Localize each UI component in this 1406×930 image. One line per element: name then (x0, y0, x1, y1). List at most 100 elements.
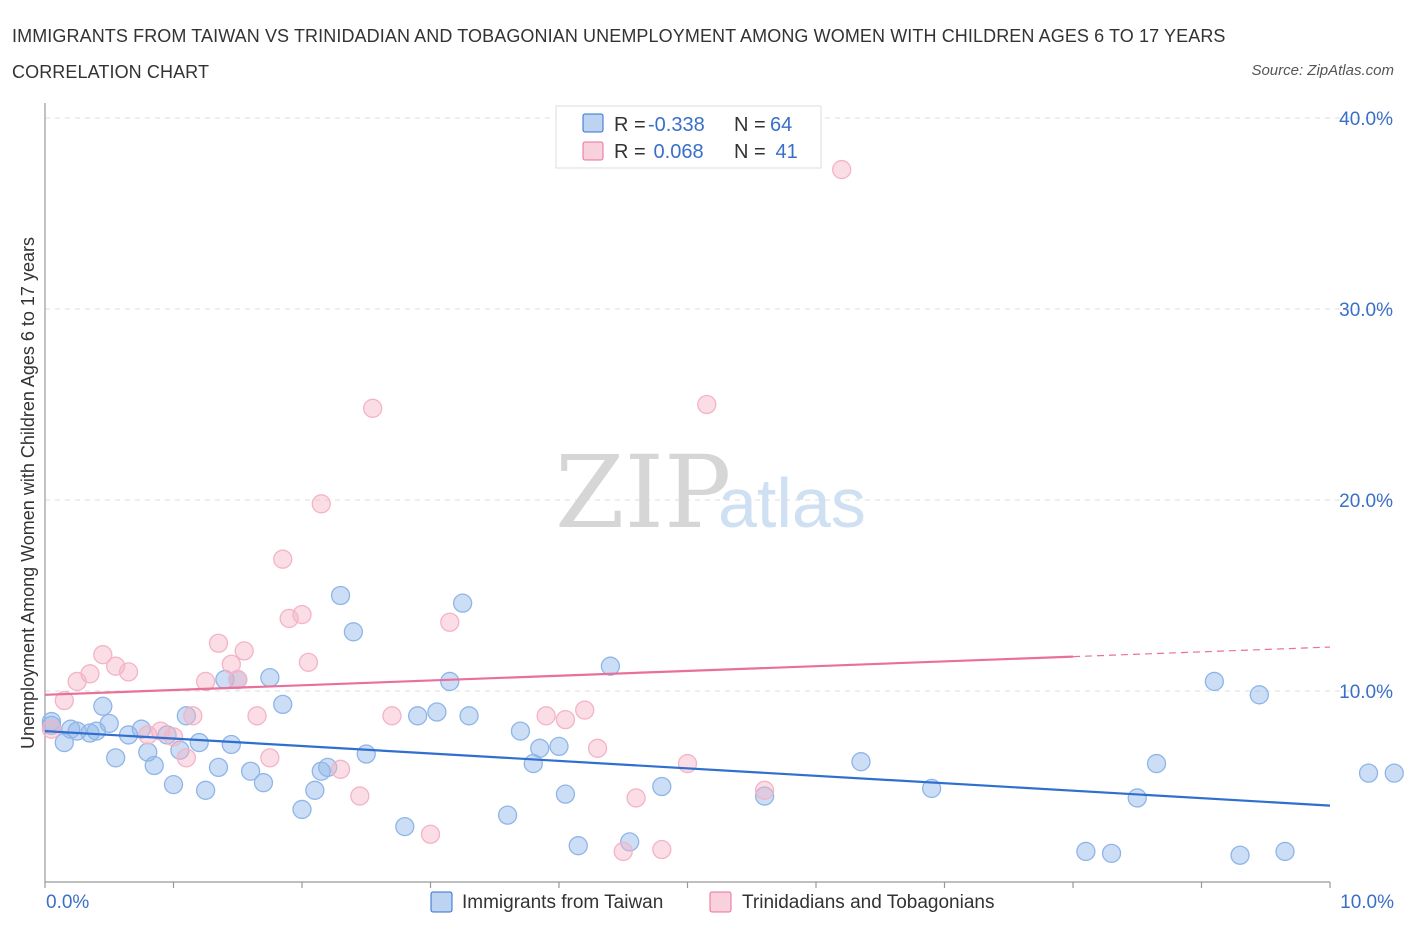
watermark-zip: ZIP (555, 434, 731, 551)
trendline-0 (44, 730, 1331, 807)
x-tick-label-max: 10.0% (1340, 892, 1394, 913)
point-1-4 (93, 645, 113, 665)
point-0-48 (620, 832, 640, 852)
legend-n-label-taiwan: N = (734, 114, 766, 136)
point-0-61 (1358, 763, 1379, 783)
legend-r-label-taiwan: R = (614, 114, 646, 136)
point-0-19 (208, 757, 229, 778)
point-1-25 (350, 786, 370, 806)
point-0-56 (1146, 753, 1167, 774)
point-1-19 (273, 549, 293, 569)
point-1-28 (420, 824, 441, 844)
point-0-28 (305, 780, 325, 800)
watermark-atlas: atlas (718, 464, 866, 542)
y-tick-label-1: 20.0% (1339, 491, 1393, 512)
point-0-50 (754, 786, 775, 806)
point-0-21 (221, 734, 241, 755)
point-1-22 (298, 652, 319, 672)
trendline-extension-1 (1072, 646, 1331, 658)
legend-swatch-taiwan (582, 113, 604, 133)
point-0-43 (530, 738, 550, 758)
point-0-46 (568, 836, 588, 856)
point-0-7 (99, 713, 119, 734)
point-0-59 (1249, 685, 1269, 705)
point-1-40 (832, 159, 852, 180)
point-0-52 (922, 778, 942, 799)
point-0-6 (93, 696, 113, 716)
point-1-34 (613, 841, 633, 862)
point-1-9 (163, 727, 184, 747)
bottom-legend-swatch-trinidadians (709, 891, 732, 913)
point-0-60 (1275, 841, 1295, 862)
y-tick-label-0: 10.0% (1339, 682, 1393, 703)
point-0-57 (1204, 671, 1224, 692)
point-1-26 (363, 398, 383, 418)
point-0-12 (144, 755, 164, 776)
y-tick-label-3: 40.0% (1339, 109, 1393, 130)
source-label: Source: ZipAtlas.com (1251, 62, 1394, 79)
point-0-55 (1127, 788, 1147, 808)
point-0-34 (395, 816, 415, 837)
point-0-26 (273, 694, 293, 715)
point-0-37 (440, 671, 460, 692)
point-1-3 (80, 664, 100, 684)
point-0-8 (106, 748, 126, 768)
point-1-38 (697, 394, 717, 415)
point-0-31 (330, 585, 351, 606)
point-0-17 (189, 732, 209, 753)
point-0-58 (1230, 845, 1250, 865)
point-0-54 (1101, 843, 1122, 863)
legend-n-value-taiwan: 64 (770, 114, 792, 136)
point-1-11 (183, 706, 203, 726)
point-0-44 (549, 736, 569, 757)
point-0-41 (510, 721, 531, 741)
y-tick-label-2: 30.0% (1339, 300, 1393, 321)
point-1-17 (247, 706, 267, 726)
point-0-16 (176, 706, 197, 726)
chart-title: IMMIGRANTS FROM TAIWAN VS TRINIDADIAN AN… (12, 26, 1226, 82)
point-1-15 (228, 669, 248, 690)
y-tick-labels: 10.0% 20.0% 30.0% 40.0% (1339, 109, 1393, 703)
point-1-30 (536, 706, 556, 726)
point-1-21 (292, 604, 312, 625)
legend-n-label-trinidadians: N = (734, 141, 766, 163)
point-1-32 (575, 700, 595, 720)
point-1-33 (587, 738, 608, 758)
point-0-14 (163, 774, 184, 795)
point-1-36 (652, 839, 672, 860)
legend-swatch-trinidadians (582, 141, 604, 161)
points-taiwan (41, 585, 1404, 865)
legend-r-value-trinidadians: 0.068 (648, 141, 704, 163)
watermark: ZIP atlas (555, 434, 866, 551)
point-1-37 (677, 753, 698, 774)
point-1-29 (440, 612, 460, 632)
points-trinidadians (41, 159, 852, 862)
point-1-39 (754, 780, 775, 800)
gridlines (45, 117, 1390, 692)
trendlines (44, 646, 1331, 807)
bottom-legend-label-taiwan: Immigrants from Taiwan (462, 892, 663, 913)
bottom-legend: Immigrants from Taiwan Trinidadians and … (430, 891, 994, 913)
point-0-40 (497, 805, 518, 825)
point-1-10 (176, 748, 197, 768)
point-1-1 (54, 690, 74, 711)
legend-r-label-trinidadians: R = (614, 141, 646, 163)
x-tick-label-min: 0.0% (46, 892, 89, 913)
legend-n-value-trinidadians: 41 (770, 141, 798, 163)
point-0-35 (407, 706, 428, 726)
point-0-18 (195, 780, 216, 800)
point-1-6 (118, 662, 139, 682)
point-1-0 (41, 719, 62, 739)
point-0-45 (555, 784, 576, 804)
point-1-31 (555, 710, 576, 730)
point-0-53 (1076, 841, 1096, 862)
bottom-legend-label-trinidadians: Trinidadians and Tobagonians (742, 892, 994, 913)
point-1-24 (330, 759, 351, 779)
point-0-62 (1384, 763, 1404, 783)
point-0-51 (851, 752, 871, 772)
point-0-33 (356, 744, 376, 764)
point-0-27 (292, 799, 312, 820)
point-1-35 (626, 788, 646, 808)
point-0-24 (253, 773, 274, 793)
point-1-23 (311, 494, 331, 514)
